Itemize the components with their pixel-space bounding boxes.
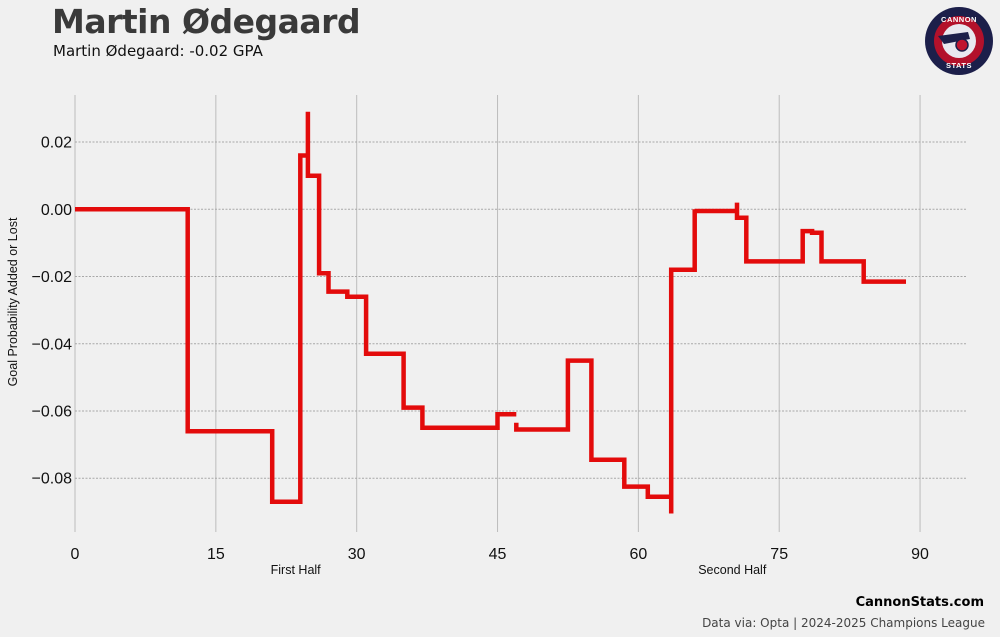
site-credit: CannonStats.com	[855, 595, 984, 610]
gpa-series-line-2	[514, 202, 906, 514]
page-title: Martin Ødegaard	[52, 2, 361, 41]
data-source-note: Data via: Opta | 2024-2025 Champions Lea…	[702, 616, 985, 630]
series-lines	[75, 111, 906, 514]
y-axis-label: Goal Probability Added or Lost	[6, 217, 20, 386]
y-tick-label: −0.08	[32, 471, 73, 488]
grid-lines	[74, 95, 967, 532]
cannon-wheel-icon	[955, 38, 969, 52]
x-tick-labels: 0 15 30 45 60 75 90	[71, 546, 930, 563]
x-tick-label: 60	[629, 546, 647, 563]
half-labels: First Half Second Half	[271, 563, 767, 577]
y-tick-label: 0.02	[41, 135, 72, 152]
x-tick-label: 45	[489, 546, 507, 563]
y-tick-label: −0.02	[32, 269, 73, 286]
half-label: First Half	[271, 563, 322, 577]
half-label: Second Half	[698, 563, 767, 577]
x-tick-label: 0	[71, 546, 80, 563]
gpa-series-line-1	[75, 111, 517, 504]
y-tick-label: −0.04	[32, 336, 73, 353]
x-tick-label: 15	[207, 546, 225, 563]
y-tick-labels: −0.08 −0.06 −0.04 −0.02 0.00 0.02	[32, 135, 73, 488]
x-tick-label: 75	[770, 546, 788, 563]
logo-text-top: CANNON	[941, 15, 977, 24]
cannonstats-logo: CANNON STATS	[925, 7, 993, 75]
y-tick-label: −0.06	[32, 403, 73, 420]
y-tick-label: 0.00	[41, 202, 72, 219]
cannon-icon	[938, 32, 970, 44]
x-tick-label: 30	[348, 546, 366, 563]
logo-text-bottom: STATS	[946, 61, 972, 70]
page-subtitle: Martin Ødegaard: -0.02 GPA	[53, 42, 263, 60]
x-tick-label: 90	[911, 546, 929, 563]
